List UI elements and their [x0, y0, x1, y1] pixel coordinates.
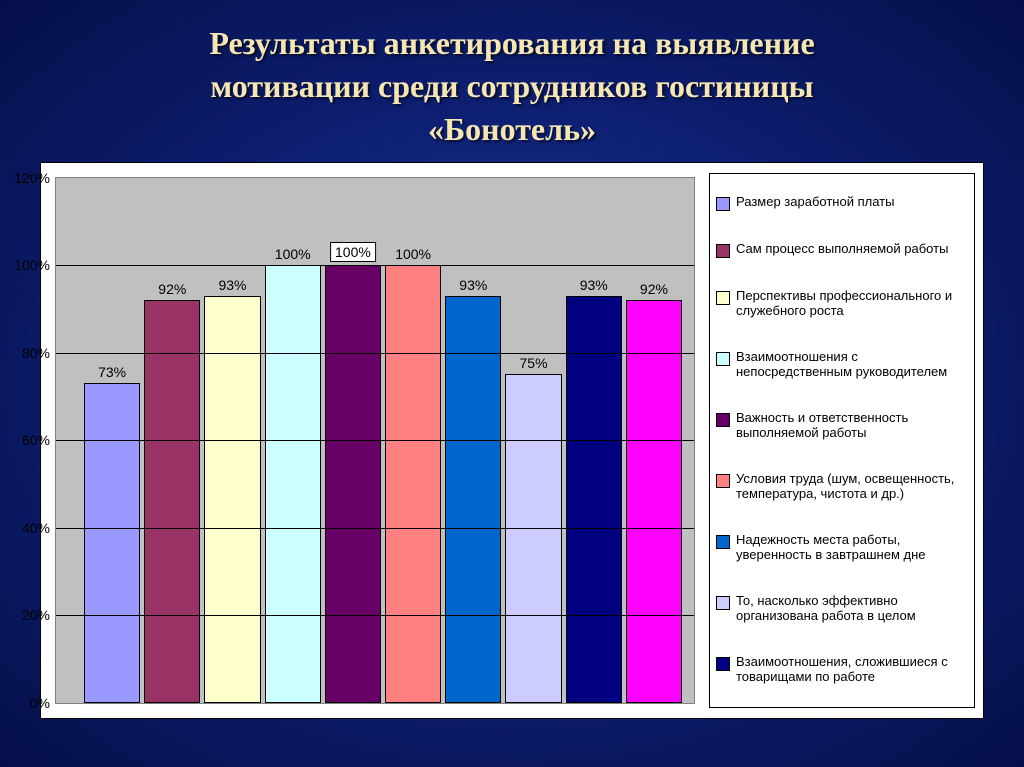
chart-panel: 73%92%93%100%100%100%93%75%93%92% 0%20%4… — [40, 162, 984, 719]
title-line-1: Результаты анкетирования на выявление — [209, 25, 814, 61]
legend-swatch — [716, 197, 730, 211]
grid-line — [56, 353, 694, 354]
slide: Результаты анкетирования на выявление мо… — [0, 0, 1024, 767]
legend-label: Сам процесс выполняемой работы — [736, 242, 968, 257]
bar: 93% — [566, 296, 622, 703]
y-tick-label: 60% — [10, 432, 50, 448]
y-tick-label: 0% — [10, 695, 50, 711]
legend-label: Взаимоотношения с непосредственным руков… — [736, 350, 968, 380]
legend-swatch — [716, 244, 730, 258]
y-tick-label: 100% — [10, 257, 50, 273]
slide-title: Результаты анкетирования на выявление мо… — [40, 22, 984, 152]
plot-area: 73%92%93%100%100%100%93%75%93%92% 0%20%4… — [55, 177, 695, 704]
title-line-3: «Бонотель» — [428, 111, 596, 147]
legend-swatch — [716, 535, 730, 549]
bar-value-label: 100% — [393, 246, 433, 262]
legend-swatch — [716, 474, 730, 488]
grid-line — [56, 615, 694, 616]
legend-item: То, насколько эффективно организована ра… — [716, 594, 968, 624]
bar: 100% — [265, 265, 321, 703]
bar-value-label: 93% — [457, 277, 489, 293]
legend-item: Надежность места работы, уверенность в з… — [716, 533, 968, 563]
legend-item: Сам процесс выполняемой работы — [716, 242, 968, 258]
legend-label: Взаимоотношения, сложившиеся с товарищам… — [736, 655, 968, 685]
legend-item: Взаимоотношения, сложившиеся с товарищам… — [716, 655, 968, 685]
bar-value-label: 75% — [518, 355, 550, 371]
legend: Размер заработной платы Сам процесс выпол… — [709, 173, 975, 708]
bar-value-label: 100% — [273, 246, 313, 262]
legend-swatch — [716, 291, 730, 305]
bar: 92% — [144, 300, 200, 703]
bar: 100% — [385, 265, 441, 703]
legend-label: Перспективы профессионального и служебно… — [736, 289, 968, 319]
legend-item: Взаимоотношения с непосредственным руков… — [716, 350, 968, 380]
title-line-2: мотивации среди сотрудников гостиницы — [210, 68, 813, 104]
y-tick-label: 80% — [10, 345, 50, 361]
legend-label: Важность и ответственность выполняемой р… — [736, 411, 968, 441]
legend-item: Размер заработной платы — [716, 195, 968, 211]
bar: 92% — [626, 300, 682, 703]
bar: 93% — [445, 296, 501, 703]
legend-item: Перспективы профессионального и служебно… — [716, 289, 968, 319]
bar-value-label: 92% — [638, 281, 670, 297]
legend-column: Размер заработной платы Сам процесс выпол… — [705, 163, 983, 718]
legend-swatch — [716, 352, 730, 366]
bar: 100% — [325, 265, 381, 703]
grid-line — [56, 528, 694, 529]
legend-label: Надежность места работы, уверенность в з… — [736, 533, 968, 563]
bar-value-label: 93% — [578, 277, 610, 293]
y-tick-label: 20% — [10, 607, 50, 623]
bar: 73% — [84, 383, 140, 702]
bar-value-label: 93% — [216, 277, 248, 293]
legend-swatch — [716, 596, 730, 610]
legend-item: Важность и ответственность выполняемой р… — [716, 411, 968, 441]
legend-label: Условия труда (шум, освещенность, темпер… — [736, 472, 968, 502]
y-tick-label: 120% — [10, 170, 50, 186]
legend-item: Условия труда (шум, освещенность, темпер… — [716, 472, 968, 502]
grid-line — [56, 440, 694, 441]
bar-value-label: 100% — [330, 242, 376, 262]
legend-swatch — [716, 657, 730, 671]
bar-value-label: 92% — [156, 281, 188, 297]
y-tick-label: 40% — [10, 520, 50, 536]
plot-column: 73%92%93%100%100%100%93%75%93%92% 0%20%4… — [41, 163, 705, 718]
grid-line — [56, 265, 694, 266]
legend-label: Размер заработной платы — [736, 195, 968, 210]
legend-swatch — [716, 413, 730, 427]
legend-label: То, насколько эффективно организована ра… — [736, 594, 968, 624]
bar: 75% — [505, 374, 561, 702]
bar: 93% — [204, 296, 260, 703]
bar-value-label: 73% — [96, 364, 128, 380]
